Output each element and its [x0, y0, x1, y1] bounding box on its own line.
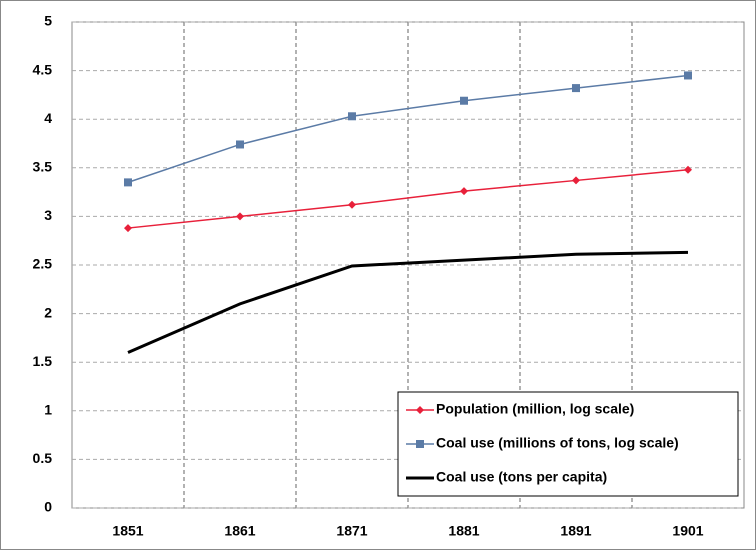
- y-tick-label: 3.5: [33, 159, 53, 175]
- point: [460, 187, 468, 196]
- x-tick-label: 1881: [448, 523, 479, 539]
- y-tick-label: 0.5: [33, 450, 53, 466]
- point: [236, 212, 244, 221]
- point: [460, 96, 468, 105]
- y-tick-label: 1.5: [33, 353, 53, 369]
- y-tick-label: 1: [44, 402, 52, 418]
- point: [572, 176, 580, 185]
- y-tick-label: 5: [44, 13, 52, 29]
- x-tick-label: 1891: [560, 523, 591, 539]
- point: [236, 140, 244, 149]
- y-tick-label: 4: [44, 110, 52, 126]
- x-tick-label: 1901: [672, 523, 703, 539]
- point: [684, 71, 692, 80]
- point: [124, 178, 132, 187]
- legend-label: Coal use (tons per capita): [436, 469, 607, 485]
- series-line: [127, 74, 689, 184]
- legend-label: Coal use (millions of tons, log scale): [436, 435, 679, 451]
- point: [416, 440, 424, 448]
- point: [572, 84, 580, 93]
- point: [348, 112, 356, 121]
- series-line: [127, 250, 689, 354]
- point: [416, 406, 424, 414]
- point: [348, 200, 356, 209]
- x-tick-label: 1861: [224, 523, 255, 539]
- legend: Population (million, log scale) Coal use …: [397, 391, 739, 497]
- series-line: [127, 168, 689, 229]
- legend-box: [397, 391, 739, 497]
- x-tick-label: 1871: [336, 523, 367, 539]
- y-tick-label: 3: [44, 207, 52, 223]
- legend-label: Population (million, log scale): [436, 401, 634, 417]
- point: [684, 165, 692, 174]
- point: [124, 224, 132, 233]
- y-tick-label: 4.5: [33, 61, 53, 77]
- y-tick-label: 0: [44, 499, 52, 515]
- x-tick-label: 1851: [112, 523, 143, 539]
- y-tick-label: 2: [44, 304, 52, 320]
- y-tick-label: 2.5: [33, 256, 53, 272]
